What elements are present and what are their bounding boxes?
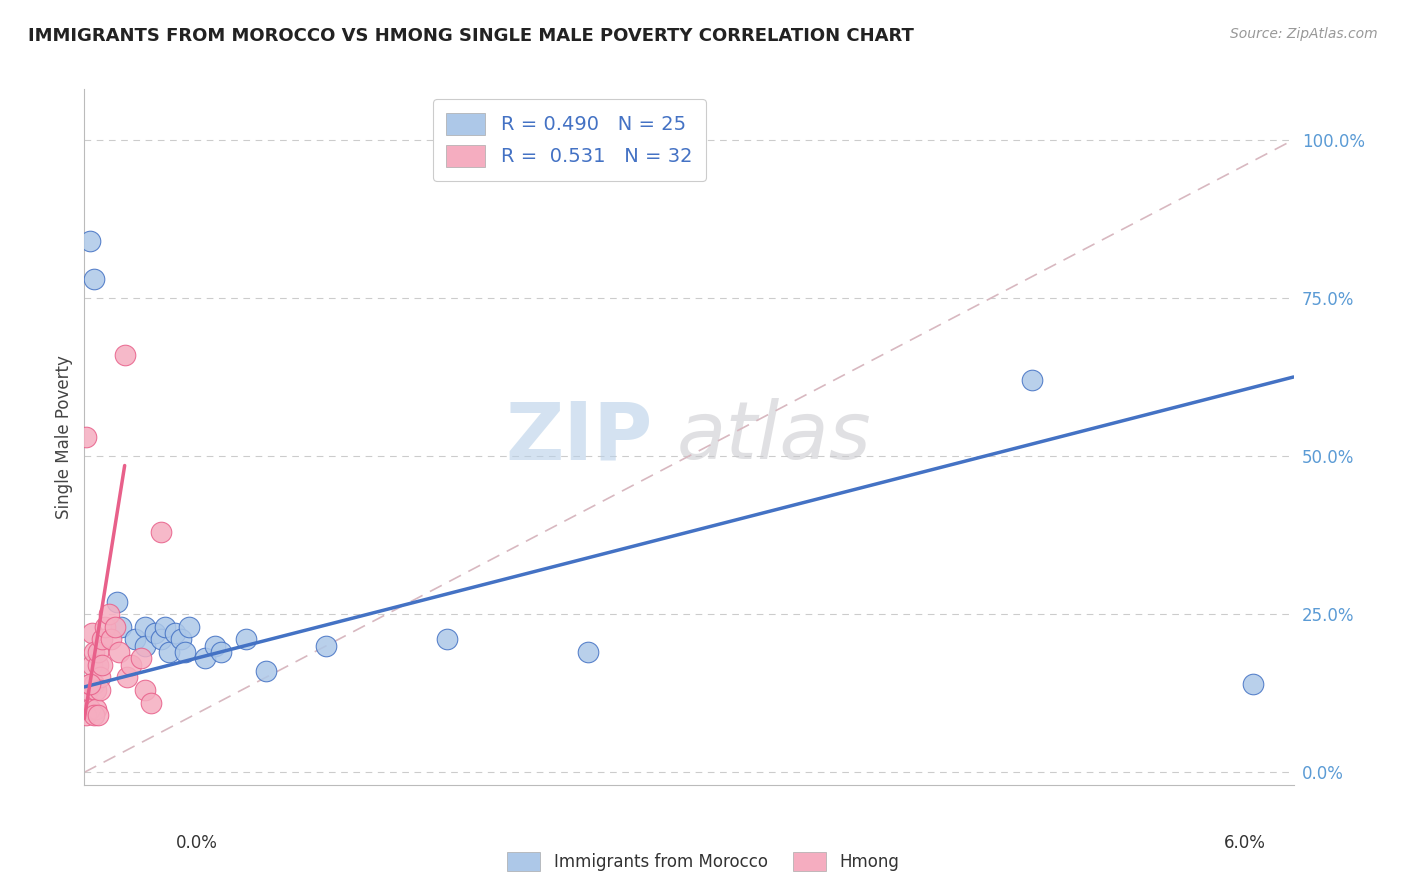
Point: [576, 645, 599, 659]
Point: [165, 626, 187, 640]
Point: [87, 645, 110, 659]
Point: [124, 632, 146, 647]
Text: Source: ZipAtlas.com: Source: ZipAtlas.com: [1230, 27, 1378, 41]
Point: [149, 632, 172, 647]
Point: [1021, 373, 1043, 387]
Point: [235, 632, 257, 647]
Point: [79, 677, 101, 691]
Point: [194, 651, 217, 665]
Point: [83, 708, 105, 723]
Point: [83, 645, 105, 659]
Point: [104, 620, 127, 634]
Point: [174, 645, 197, 659]
Point: [139, 696, 162, 710]
Y-axis label: Single Male Poverty: Single Male Poverty: [55, 355, 73, 519]
Point: [89, 670, 111, 684]
Point: [91, 632, 114, 647]
Point: [79, 234, 101, 248]
Point: [1241, 677, 1264, 691]
Point: [120, 657, 142, 672]
Point: [149, 524, 172, 539]
Text: atlas: atlas: [676, 398, 872, 476]
Legend: R = 0.490   N = 25, R =  0.531   N = 32: R = 0.490 N = 25, R = 0.531 N = 32: [433, 99, 706, 181]
Point: [114, 348, 136, 362]
Point: [134, 620, 156, 634]
Point: [153, 620, 176, 634]
Point: [89, 683, 111, 698]
Text: 6.0%: 6.0%: [1223, 834, 1265, 852]
Point: [179, 620, 201, 634]
Text: ZIP: ZIP: [505, 398, 652, 476]
Text: IMMIGRANTS FROM MOROCCO VS HMONG SINGLE MALE POVERTY CORRELATION CHART: IMMIGRANTS FROM MOROCCO VS HMONG SINGLE …: [28, 27, 914, 45]
Point: [83, 677, 105, 691]
Point: [86, 683, 108, 698]
Legend: Immigrants from Morocco, Hmong: Immigrants from Morocco, Hmong: [499, 843, 907, 880]
Point: [315, 639, 337, 653]
Point: [204, 639, 226, 653]
Point: [100, 632, 122, 647]
Point: [107, 645, 129, 659]
Point: [75, 708, 97, 723]
Point: [134, 683, 156, 698]
Point: [254, 664, 277, 678]
Point: [170, 632, 193, 647]
Point: [77, 683, 100, 698]
Point: [82, 626, 104, 640]
Point: [115, 670, 138, 684]
Point: [86, 702, 108, 716]
Point: [134, 639, 156, 653]
Point: [79, 702, 101, 716]
Point: [209, 645, 232, 659]
Point: [93, 620, 115, 634]
Point: [75, 430, 97, 444]
Point: [87, 657, 110, 672]
Point: [87, 708, 110, 723]
Point: [83, 272, 105, 286]
Point: [157, 645, 180, 659]
Text: 0.0%: 0.0%: [176, 834, 218, 852]
Point: [105, 594, 128, 608]
Point: [79, 677, 101, 691]
Point: [129, 651, 152, 665]
Point: [110, 620, 132, 634]
Point: [82, 657, 104, 672]
Point: [143, 626, 166, 640]
Point: [436, 632, 458, 647]
Point: [91, 657, 114, 672]
Point: [97, 607, 120, 622]
